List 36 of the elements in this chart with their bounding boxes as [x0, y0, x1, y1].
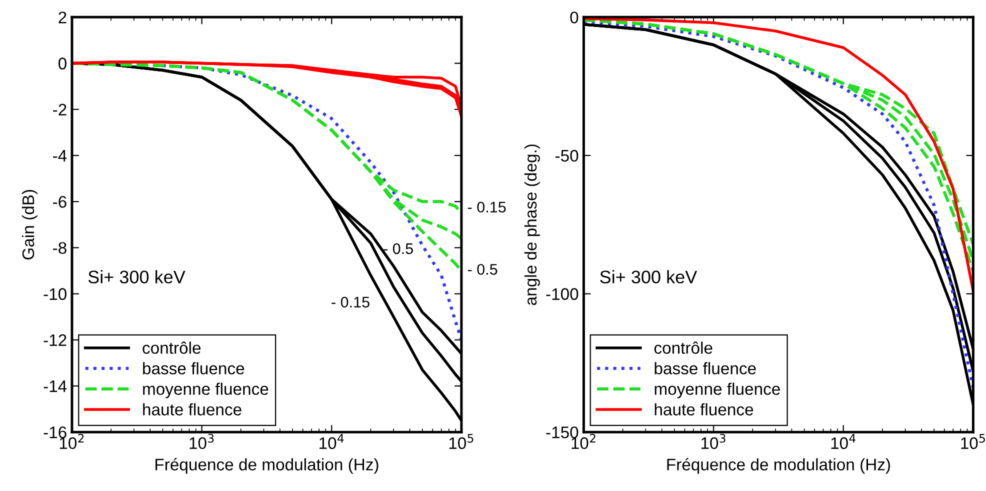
y-tick-label: -14: [44, 380, 67, 392]
y-axis-title: Gain (dB): [22, 190, 38, 260]
y-tick-label: 2: [58, 12, 66, 24]
y-tick-label: -6: [53, 196, 66, 208]
x-tick-label: 10$^{3}$: [190, 434, 214, 450]
y-tick-label: -12: [44, 334, 66, 346]
text: - 0.15: [468, 202, 506, 213]
annotation: - 0.15: [332, 296, 370, 308]
legend-label: haute fluence: [654, 403, 754, 416]
y-tick-label: 0: [58, 58, 66, 70]
y-tick-label: 0: [570, 12, 578, 24]
y-tick-label: -2: [53, 104, 66, 116]
y-tick-label: -4: [53, 150, 67, 162]
legend-label: basse fluence: [143, 362, 244, 374]
legend-label: contrôle: [142, 342, 201, 354]
legend-label: moyenne fluence: [654, 382, 780, 398]
x-tick-label: 10$^{4}$: [320, 434, 344, 450]
annotation: Si+ 300 keV: [88, 270, 186, 284]
y-axis-title: angle de phase (deg.): [524, 144, 540, 305]
x-tick-label: 10$^{5}$: [961, 434, 985, 450]
x-axis-title: Fréquence de modulation (Hz): [667, 458, 890, 474]
y-tick-label: -10: [44, 288, 66, 300]
x-tick-label: 10$^{4}$: [831, 434, 856, 450]
legend-label: haute fluence: [143, 403, 242, 416]
y-tick-label: -8: [53, 242, 66, 254]
x-axis-title: Fréquence de modulation (Hz): [156, 458, 378, 474]
y-tick-label: -50: [556, 150, 578, 162]
legend-label: basse fluence: [654, 362, 756, 374]
x-tick-label: 10$^{3}$: [701, 434, 726, 450]
annotation: - 0.5: [384, 243, 413, 254]
text: - 0.5: [468, 264, 498, 275]
legend-label: moyenne fluence: [143, 382, 268, 398]
x-tick-label: 10$^{5}$: [449, 434, 474, 450]
legend-label: contrôle: [654, 342, 712, 354]
annotation: Si+ 300 keV: [600, 270, 698, 284]
y-tick-label: -100: [546, 288, 578, 300]
